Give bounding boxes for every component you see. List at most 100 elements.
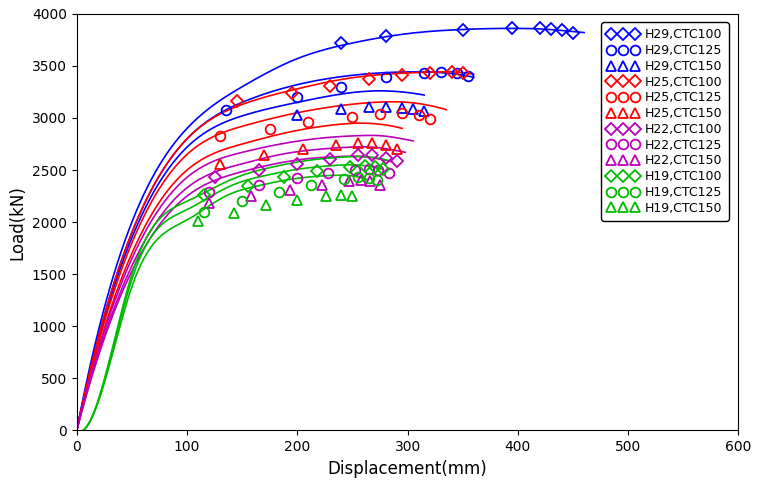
H25,CTC125 (265, 126, 274, 132)
H25,CTC125 (348, 114, 357, 120)
H25,CTC100 (425, 70, 434, 76)
H19,CTC100 (243, 183, 252, 189)
H25,CTC150 (298, 146, 307, 152)
H29,CTC150 (337, 105, 346, 111)
H25,CTC100 (232, 98, 241, 104)
H22,CTC150 (204, 200, 214, 206)
Line: H22,CTC100: H22,CTC100 (211, 151, 401, 181)
H25,CTC125 (216, 133, 225, 139)
H19,CTC100 (360, 163, 369, 169)
H29,CTC125 (221, 107, 230, 113)
H19,CTC100 (312, 168, 321, 174)
H22,CTC150 (356, 177, 366, 183)
Line: H19,CTC100: H19,CTC100 (199, 162, 388, 199)
H19,CTC150 (194, 218, 203, 224)
H22,CTC150 (344, 178, 353, 184)
Y-axis label: Load(kN): Load(kN) (8, 185, 27, 260)
H29,CTC100 (557, 28, 566, 34)
H22,CTC100 (326, 156, 335, 161)
H29,CTC125 (337, 84, 346, 89)
H25,CTC100 (458, 70, 467, 76)
H25,CTC150 (392, 146, 401, 152)
H22,CTC125 (385, 170, 394, 176)
H22,CTC125 (254, 182, 263, 188)
H29,CTC150 (293, 112, 302, 118)
H22,CTC150 (366, 178, 375, 184)
H22,CTC100 (293, 161, 302, 167)
H29,CTC125 (464, 73, 473, 79)
H22,CTC125 (365, 166, 374, 172)
H19,CTC125 (353, 174, 363, 180)
Line: H25,CTC150: H25,CTC150 (215, 138, 401, 169)
H19,CTC150 (337, 192, 346, 198)
H29,CTC100 (458, 28, 467, 34)
H25,CTC100 (326, 83, 335, 88)
H19,CTC125 (372, 177, 382, 183)
H22,CTC100 (254, 167, 263, 173)
X-axis label: Displacement(mm): Displacement(mm) (328, 460, 487, 478)
H19,CTC125 (274, 189, 283, 195)
H25,CTC100 (397, 72, 407, 78)
H22,CTC125 (293, 175, 302, 181)
H22,CTC125 (373, 167, 382, 173)
H29,CTC100 (546, 27, 556, 33)
Legend: H29,CTC100, H29,CTC125, H29,CTC150, H25,CTC100, H25,CTC125, H25,CTC150, H22,CTC1: H29,CTC100, H29,CTC125, H29,CTC150, H25,… (601, 22, 729, 221)
Line: H19,CTC125: H19,CTC125 (198, 173, 382, 217)
Line: H22,CTC125: H22,CTC125 (204, 164, 394, 197)
H19,CTC150 (230, 210, 239, 216)
H29,CTC125 (453, 70, 462, 76)
H25,CTC100 (365, 76, 374, 82)
H19,CTC100 (370, 164, 379, 170)
H22,CTC125 (350, 167, 359, 173)
H22,CTC125 (324, 170, 333, 176)
H29,CTC150 (420, 108, 429, 114)
Line: H29,CTC150: H29,CTC150 (293, 102, 429, 120)
Line: H22,CTC150: H22,CTC150 (204, 175, 385, 208)
H25,CTC125 (397, 110, 407, 116)
H22,CTC100 (392, 158, 401, 164)
H19,CTC125 (365, 175, 374, 181)
H25,CTC125 (375, 111, 385, 117)
H22,CTC150 (246, 193, 255, 199)
H19,CTC100 (346, 164, 355, 170)
H19,CTC100 (378, 166, 388, 172)
H22,CTC100 (353, 153, 363, 158)
H19,CTC125 (199, 209, 208, 215)
H22,CTC150 (285, 187, 294, 193)
H29,CTC125 (381, 74, 390, 80)
H25,CTC100 (447, 69, 456, 75)
H25,CTC150 (381, 142, 390, 148)
H22,CTC100 (210, 174, 219, 180)
H29,CTC100 (337, 40, 346, 46)
H29,CTC125 (420, 70, 429, 76)
H19,CTC125 (339, 176, 348, 182)
H29,CTC150 (409, 105, 418, 111)
Line: H25,CTC125: H25,CTC125 (215, 108, 435, 140)
H29,CTC150 (381, 104, 390, 109)
H19,CTC125 (306, 182, 315, 188)
H19,CTC150 (262, 203, 271, 208)
H19,CTC125 (238, 198, 247, 204)
H25,CTC150 (260, 153, 269, 158)
H29,CTC150 (397, 104, 407, 110)
H25,CTC125 (304, 119, 313, 125)
H29,CTC100 (535, 25, 544, 31)
H25,CTC150 (353, 140, 363, 146)
H29,CTC125 (293, 94, 302, 100)
H25,CTC150 (368, 140, 377, 146)
H29,CTC125 (436, 69, 445, 75)
Line: H29,CTC100: H29,CTC100 (337, 24, 577, 47)
H22,CTC100 (368, 153, 377, 158)
H19,CTC150 (293, 197, 302, 203)
H19,CTC150 (321, 193, 331, 199)
H19,CTC150 (348, 193, 357, 199)
H29,CTC100 (381, 33, 390, 38)
H22,CTC150 (317, 182, 326, 188)
H29,CTC150 (365, 104, 374, 109)
H19,CTC100 (280, 174, 289, 180)
Line: H29,CTC125: H29,CTC125 (220, 67, 473, 115)
H22,CTC150 (375, 182, 385, 188)
Line: H19,CTC150: H19,CTC150 (193, 190, 357, 226)
H25,CTC125 (414, 112, 423, 118)
H29,CTC100 (508, 25, 517, 31)
